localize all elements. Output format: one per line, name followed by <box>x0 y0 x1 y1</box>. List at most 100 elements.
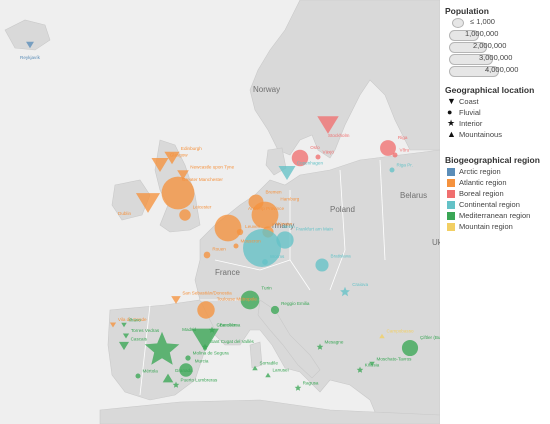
city-labels: Reykjavík Stockholm Oslo Riga Växjö Võru Copen… <box>20 55 440 385</box>
city-symbol-47[interactable] <box>356 366 364 373</box>
city-label-5: Võru <box>400 148 410 153</box>
city-symbol-40[interactable] <box>121 322 127 328</box>
city-symbol-33[interactable] <box>179 363 193 377</box>
city-symbol-4[interactable] <box>315 154 321 160</box>
city-symbol-19[interactable] <box>197 301 215 319</box>
city-symbol-18[interactable] <box>203 251 211 259</box>
population-size-marker-4 <box>449 66 499 77</box>
border-line-2 <box>214 259 291 271</box>
city-symbol-24[interactable] <box>262 259 268 265</box>
city-symbol-20[interactable] <box>171 296 181 304</box>
city-symbol-49[interactable] <box>389 167 395 173</box>
city-symbol-8[interactable] <box>151 158 169 172</box>
city-symbol-1[interactable] <box>317 116 339 134</box>
city-symbol-15[interactable] <box>248 194 264 210</box>
border-line-4 <box>379 159 386 261</box>
city-label-12: Leicester <box>193 204 212 209</box>
city-symbol-41[interactable] <box>252 365 258 371</box>
city-symbol-46[interactable] <box>401 339 419 357</box>
city-symbol-39[interactable] <box>135 373 141 379</box>
city-symbol-48[interactable] <box>294 384 302 391</box>
region-legend-title: Biogeographical region <box>445 155 540 165</box>
city-symbol-36[interactable] <box>144 331 180 365</box>
city-symbol-12[interactable] <box>179 209 191 221</box>
region-swatch-2 <box>447 190 455 198</box>
mountainous-triangle-up-icon: ▲ <box>447 129 456 139</box>
country-label-ukraine: Ukra <box>432 238 440 247</box>
city-symbol-7[interactable] <box>164 151 180 165</box>
city-symbol-45[interactable] <box>233 243 239 249</box>
city-symbol-43[interactable] <box>316 343 324 350</box>
city-symbol-30[interactable] <box>191 328 219 352</box>
city-label-47: Kifissia <box>365 362 380 367</box>
ireland-land <box>111 179 151 221</box>
city-symbol-11[interactable] <box>135 193 161 213</box>
location-legend-label-0: Coast <box>459 97 479 106</box>
city-label-23: Frankfurt am Main <box>296 226 334 231</box>
city-label-19: Toulouse Métropole <box>217 296 258 301</box>
city-symbol-0[interactable] <box>26 41 34 49</box>
city-symbol-32[interactable] <box>185 355 191 361</box>
city-label-7: Edinburgh <box>181 146 202 151</box>
city-label-13: Antwerp Province <box>248 206 284 211</box>
city-label-43: Mesagne <box>325 340 344 345</box>
city-symbol-28[interactable] <box>270 305 280 315</box>
city-label-38: Cascais <box>131 336 148 341</box>
city-symbol-13[interactable] <box>214 214 242 242</box>
city-label-2: Oslo <box>310 145 320 150</box>
city-symbol-37[interactable] <box>122 333 130 339</box>
city-symbol-25[interactable] <box>315 258 329 272</box>
city-symbol-22[interactable] <box>243 229 281 267</box>
city-label-4: Växjö <box>323 150 335 155</box>
city-symbol-3[interactable] <box>380 140 396 156</box>
city-label-28: Reggio Emilia <box>281 301 310 306</box>
city-symbol-23[interactable] <box>276 231 294 249</box>
city-symbol-9[interactable] <box>177 170 189 180</box>
city-symbol-44[interactable] <box>369 361 375 367</box>
country-labels: Norway Poland Belarus France Ukra rmany <box>215 85 440 277</box>
city-label-48: Ragusa <box>303 380 319 385</box>
city-label-44: Moschato-Tavros <box>377 357 413 362</box>
city-symbol-35[interactable] <box>172 381 180 388</box>
city-symbol-38[interactable] <box>118 341 130 351</box>
city-label-39: Mértola <box>143 369 159 374</box>
city-label-33: Murcia <box>195 358 209 363</box>
city-symbol-31[interactable] <box>201 343 209 350</box>
city-label-22: Berlin <box>283 224 295 229</box>
region-swatch-3 <box>447 201 455 209</box>
city-symbol-26[interactable] <box>340 286 350 297</box>
city-symbol-10[interactable] <box>161 176 195 210</box>
city-label-20: San Sebastián/Donostia <box>182 291 232 296</box>
city-label-36: Madrid <box>182 327 196 332</box>
location-legend-title: Geographical location <box>445 85 535 95</box>
city-symbol-34[interactable] <box>162 373 174 383</box>
location-legend-label-1: Fluvial <box>459 108 481 117</box>
population-size-marker-2 <box>449 42 487 53</box>
population-legend-label-2: 2,000,000 <box>473 41 507 50</box>
city-label-41: Sorradile <box>260 361 279 366</box>
country-label-belarus: Belarus <box>400 191 427 200</box>
city-symbol-27[interactable] <box>240 290 260 310</box>
city-label-16: Münster <box>276 221 293 226</box>
europe-map: Norway Poland Belarus France Ukra rmany Reykj… <box>0 0 440 424</box>
city-label-24: Worms <box>270 254 285 259</box>
city-symbol-5[interactable] <box>392 152 398 158</box>
sardinia-land <box>249 341 263 369</box>
region-swatch-0 <box>447 168 455 176</box>
region-legend-label-5: Mountain region <box>459 222 513 231</box>
city-label-30: Barcelona <box>220 322 241 327</box>
border-line-6 <box>139 304 151 396</box>
city-symbol-2[interactable] <box>291 149 309 167</box>
country-label-norway: Norway <box>253 85 280 94</box>
city-label-18: Rouen <box>212 247 226 252</box>
city-symbol-6[interactable] <box>278 166 296 180</box>
city-symbol-21[interactable] <box>109 322 117 328</box>
city-symbol-17[interactable] <box>236 228 244 236</box>
city-label-6: Copenhagen <box>297 160 324 165</box>
city-symbol-42[interactable] <box>265 372 271 378</box>
region-swatch-5 <box>447 223 455 231</box>
population-size-marker-1 <box>449 30 479 41</box>
city-symbol-50[interactable] <box>379 333 385 339</box>
border-line-3 <box>329 169 346 291</box>
